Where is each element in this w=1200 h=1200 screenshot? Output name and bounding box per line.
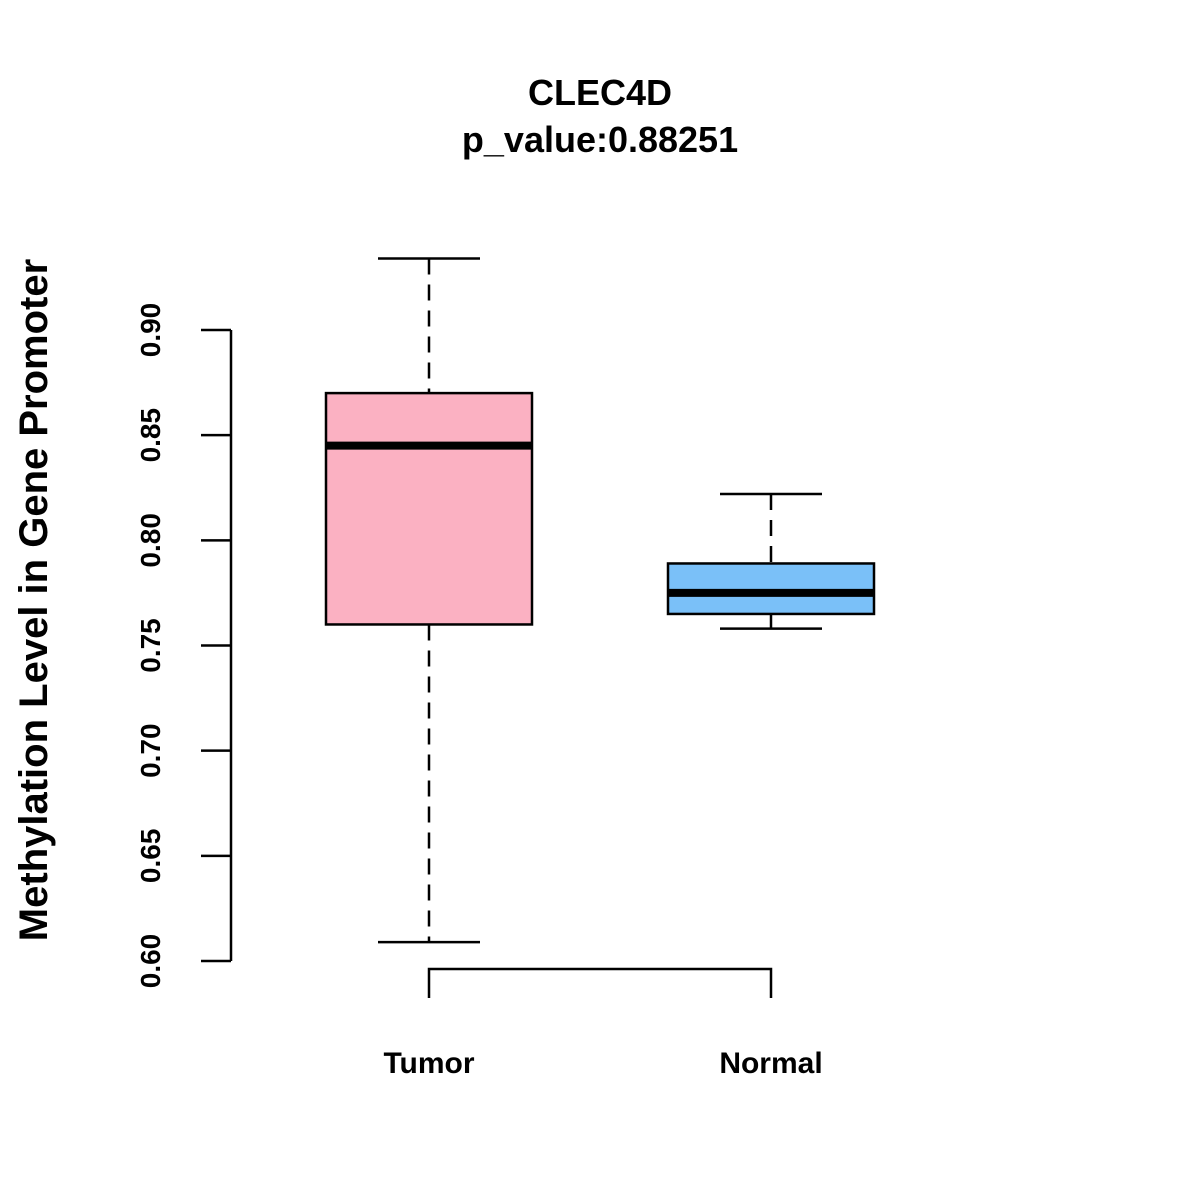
- iqr-box: [666, 562, 876, 616]
- chart-subtitle: p_value:0.88251: [462, 119, 738, 160]
- y-tick-label: 0.65: [135, 829, 166, 884]
- y-axis-label: Methylation Level in Gene Promoter: [12, 259, 56, 941]
- boxes: [324, 257, 876, 944]
- iqr-box: [324, 391, 534, 626]
- y-tick-label: 0.75: [135, 618, 166, 673]
- y-tick-label: 0.90: [135, 303, 166, 358]
- box-normal: [666, 492, 876, 630]
- y-tick-label: 0.80: [135, 513, 166, 568]
- x-category-label: Normal: [719, 1047, 822, 1080]
- y-tick-label: 0.70: [135, 723, 166, 778]
- chart-title: CLEC4D: [528, 72, 672, 113]
- y-axis: 0.60 0.65 0.70 0.75 0.80 0.85 0.90: [135, 303, 233, 989]
- y-tick-label: 0.60: [135, 934, 166, 989]
- x-category-label: Tumor: [383, 1047, 474, 1080]
- box-tumor: [324, 257, 534, 944]
- y-tick-label: 0.85: [135, 408, 166, 463]
- x-axis-labels: Tumor Normal: [383, 1047, 822, 1080]
- comparison-bracket: [427, 967, 773, 998]
- bracket-line: [427, 967, 773, 998]
